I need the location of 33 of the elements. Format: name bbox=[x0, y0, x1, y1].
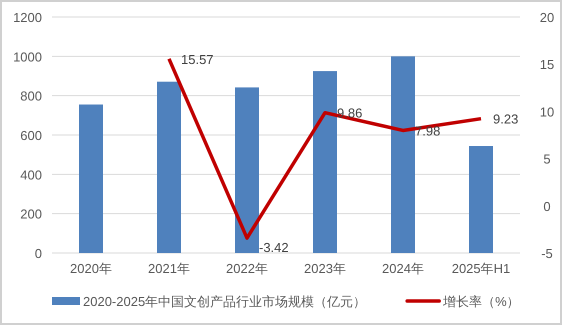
y2-tick-label: 10 bbox=[540, 104, 554, 120]
legend-label: 2020-2025年中国文创产品行业市场规模（亿元） bbox=[83, 294, 366, 309]
bar bbox=[391, 56, 415, 253]
y2-tick-label: -5 bbox=[541, 246, 553, 261]
y-tick-label: 800 bbox=[20, 88, 42, 104]
x-tick-label: 2020年 bbox=[70, 261, 112, 276]
y2-tick-label: 15 bbox=[540, 57, 554, 72]
legend-label: 增长率（%） bbox=[442, 294, 520, 309]
y2-tick-label: 5 bbox=[543, 152, 551, 167]
x-tick-label: 2023年 bbox=[304, 261, 346, 276]
bar bbox=[469, 146, 493, 253]
x-tick-label: 2022年 bbox=[226, 261, 268, 276]
data-label: 9.23 bbox=[493, 112, 518, 127]
x-tick-label: 2025年H1 bbox=[452, 261, 510, 276]
x-tick-label: 2024年 bbox=[382, 261, 424, 276]
y-tick-label: 1000 bbox=[13, 49, 42, 64]
y-tick-label: 0 bbox=[34, 246, 42, 261]
bar bbox=[79, 104, 103, 253]
y2-tick-label: 20 bbox=[540, 10, 554, 25]
data-label: -3.42 bbox=[259, 240, 289, 256]
data-label: 15.57 bbox=[181, 52, 214, 67]
line-series bbox=[167, 57, 483, 240]
y-tick-label: 600 bbox=[20, 128, 42, 143]
bar bbox=[157, 82, 181, 253]
y2-tick-label: 0 bbox=[543, 198, 551, 214]
y-tick-label: 400 bbox=[20, 167, 42, 182]
bar bbox=[313, 71, 337, 253]
bar bbox=[235, 87, 259, 253]
data-label: 7.98 bbox=[415, 123, 440, 138]
y-tick-label: 1200 bbox=[13, 10, 42, 25]
y-tick-label: 200 bbox=[20, 206, 42, 222]
data-label: 9.86 bbox=[337, 106, 362, 121]
x-tick-label: 2021年 bbox=[148, 261, 190, 276]
